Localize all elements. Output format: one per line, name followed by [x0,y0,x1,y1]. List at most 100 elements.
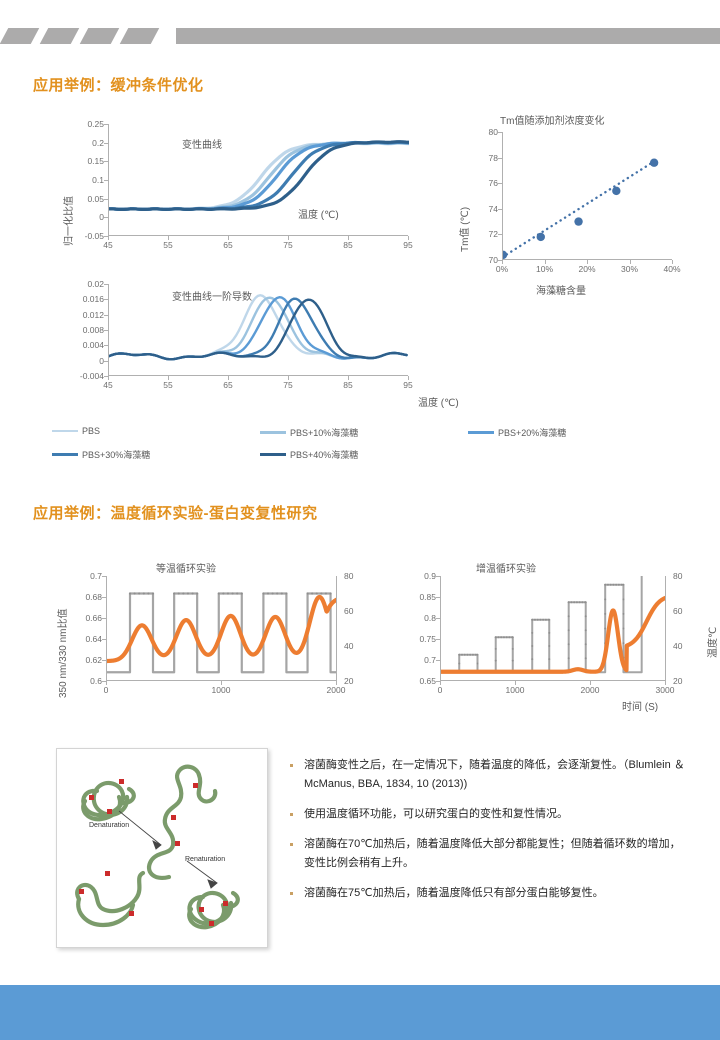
section-heading-buffer-optimization: 应用举例：缓冲条件优化 [33,77,204,94]
y-tick-label: 0.66 [85,613,102,623]
legend-swatch [52,453,78,456]
y-tick-label: 0.65 [419,676,436,686]
chart3-curves [109,294,408,361]
chart5-title: 增温循环实验 [476,564,536,575]
x-tick [336,681,337,685]
x-tick-label: 65 [223,380,233,390]
y-tick-label: 0.2 [92,137,104,148]
legend-item-pbs-10: PBS+10%海藻糖 [260,426,358,439]
x-tick [108,236,109,240]
bullet-list: 溶菌酶变性之后，在一定情况下，随着温度的降低，会逐渐复性。（Blumlein ＆… [288,756,688,914]
band-stripe [119,28,160,44]
y-tick [104,180,108,181]
legend-label: PBS+10%海藻糖 [290,428,359,438]
x-tick-label: 45 [103,240,113,250]
x-tick [228,376,229,380]
y2-tick-label: 40 [673,641,683,651]
x-tick [221,681,222,685]
legend-label: PBS [82,426,101,436]
bullet-item: 溶菌酶变性之后，在一定情况下，随着温度的降低，会逐渐复性。（Blumlein ＆… [288,756,688,794]
y2-tick-label: 20 [673,676,683,686]
x-tick [228,236,229,240]
y-tick [104,284,108,285]
y-tick [102,660,106,661]
bullet-text: 使用温度循环功能，可以研究蛋白的变性和复性情况。 [304,808,568,820]
y2-tick-label: 80 [673,571,683,581]
y-tick [498,183,502,185]
chart4-title: 等温循环实验 [156,564,216,575]
y-tick [104,217,108,219]
y-tick-label: 0.016 [82,294,104,305]
x-tick-label: 0 [437,685,443,695]
y-tick [436,660,440,661]
y-tick-label: 0 [99,212,104,223]
chart3-title: 变性曲线一阶导数 [172,292,252,303]
y-tick [436,597,440,598]
y-tick-label: 0.64 [85,634,102,644]
x-tick [348,376,349,380]
y-tick [104,360,108,362]
chart2-plot-area [502,132,672,260]
x-tick [408,376,409,380]
x-tick-label: 2000 [580,685,600,695]
y-tick-label: 70 [488,255,498,265]
renaturation-label: Renaturation [185,856,225,863]
y-tick [104,124,108,125]
y-tick [102,639,106,640]
y2-tick-label: 20 [344,676,354,686]
chart-melting-curve: 归一化比值 变性曲线 温度 (℃) 0.25 0.2 0.15 0.1 0.05 0 -0.… [52,118,422,263]
y-tick-label: 72 [488,229,498,240]
bullet-marker [290,843,293,846]
y-tick [104,376,108,377]
band-stripe [39,28,80,44]
y-tick [104,198,108,200]
chart3-plot-area [108,284,408,376]
bullet-marker [290,813,293,816]
x-tick [665,681,666,685]
chart2-x-axis-title: 海藻糖含量 [536,286,586,297]
y-tick-label: 0.7 [90,571,102,581]
chart3-x-axis-title: 温度 (℃) [418,398,459,409]
legend-swatch [260,431,286,434]
y-tick [104,314,108,316]
bullet-item: 溶菌酶在75℃加热后，随着温度降低只有部分蛋白能够复性。 [288,884,688,903]
chart1-x-axis-title: 温度 (℃) [298,210,339,221]
y-tick-label: 0.012 [82,309,104,320]
x-tick-label: 75 [283,240,293,250]
protein-folding-illustration: Denaturation Renaturation [57,749,267,947]
y-tick-label: 0.8 [424,613,436,623]
chart2-title: Tm值随添加剂浓度变化 [500,116,605,127]
chart5-plot-area [440,576,666,681]
chart4-traces [107,592,337,674]
x-tick-label: 85 [343,380,353,390]
y-tick [104,236,108,237]
y-tick [498,234,502,236]
y-tick [498,260,502,261]
y-tick-label: 0 [99,355,104,366]
x-tick-label: 95 [403,380,413,390]
x-tick-label: 30% [620,264,639,274]
x-tick [168,376,169,380]
chart5-x-axis-title: 时间 (S) [622,702,659,713]
x-tick-label: 95 [403,240,413,250]
y-tick [102,597,106,598]
bullet-item: 使用温度循环功能，可以研究蛋白的变性和复性情况。 [288,805,688,824]
y-tick [102,618,106,619]
x-tick-label: 40% [663,264,681,274]
legend-label: PBS+40%海藻糖 [290,450,359,460]
x-tick [590,681,591,685]
y2-tick-label: 60 [673,606,683,616]
bullet-item: 溶菌酶在70℃加热后，随着温度降低大部分都能复性；但随着循环数的增加，变性比例会… [288,835,688,873]
legend-item-pbs-30: PBS+30%海藻糖 [52,448,150,461]
y2-tick-label: 40 [344,641,354,651]
chart5-y2-axis-title: 温度℃ [708,626,719,658]
y-tick-label: 0.05 [87,193,104,204]
band-stripe [0,28,40,44]
y-tick-label: 80 [488,127,498,137]
y-tick [104,142,108,144]
bullet-text: 溶菌酶变性之后，在一定情况下，随着温度的降低，会逐渐复性。（Blumlein ＆… [304,759,685,790]
y-tick [498,132,502,133]
y-tick-label: 0.68 [85,592,102,602]
bullet-text: 溶菌酶在75℃加热后，随着温度降低只有部分蛋白能够复性。 [304,887,604,899]
denaturation-label: Denaturation [89,822,129,829]
